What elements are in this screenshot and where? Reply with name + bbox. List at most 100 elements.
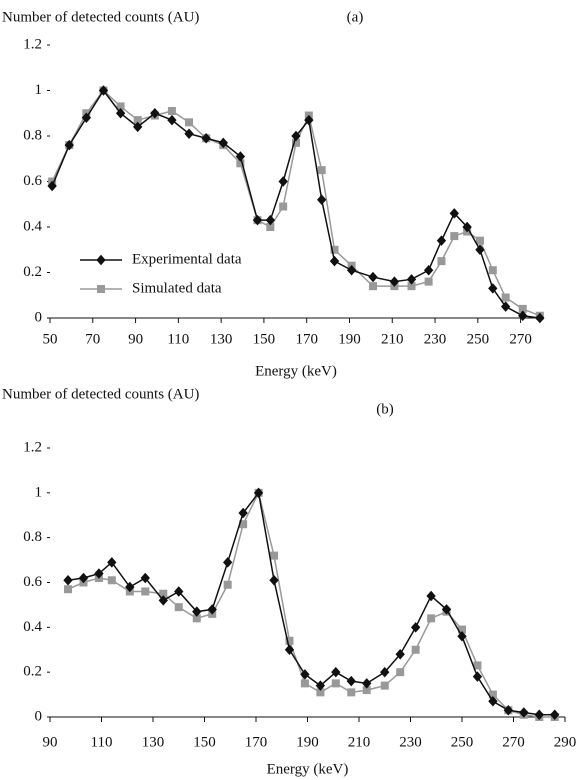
marker xyxy=(185,118,194,127)
x-tick-label: 210 xyxy=(381,331,404,347)
marker xyxy=(201,133,211,144)
legend-marker xyxy=(97,285,105,293)
marker xyxy=(427,614,436,623)
marker xyxy=(218,137,228,149)
y-tick-label: 1 xyxy=(35,484,43,500)
legend-label: Experimental data xyxy=(132,251,242,267)
marker xyxy=(47,180,57,192)
x-tick-label: 110 xyxy=(167,331,189,347)
marker xyxy=(184,128,194,139)
y-tick-label: 0.2 xyxy=(23,264,42,280)
marker xyxy=(98,85,109,96)
x-tick-label: 190 xyxy=(338,331,361,347)
marker xyxy=(519,707,529,718)
marker xyxy=(369,282,378,291)
marker xyxy=(291,130,301,142)
marker xyxy=(362,678,372,689)
x-tick-label: 150 xyxy=(253,331,276,347)
marker xyxy=(472,671,483,682)
marker xyxy=(235,151,246,162)
marker xyxy=(389,276,400,287)
marker xyxy=(424,277,433,286)
marker xyxy=(192,606,202,617)
marker xyxy=(535,312,545,324)
y-tick-label: 0.6 xyxy=(23,173,42,189)
y-tick-label: 1 xyxy=(35,82,43,98)
marker xyxy=(140,572,150,584)
marker xyxy=(265,214,275,226)
marker xyxy=(223,557,233,568)
series-line xyxy=(67,491,555,716)
y-axis-label: Number of detected counts (AU) xyxy=(2,386,199,402)
marker xyxy=(396,668,405,677)
x-axis-label: Energy (keV) xyxy=(267,761,349,777)
marker xyxy=(300,679,309,688)
y-tick-label: 0.8 xyxy=(23,127,42,143)
y-tick-label: 0.2 xyxy=(23,664,42,680)
marker xyxy=(423,264,434,276)
y-tick-label: 0.8 xyxy=(23,529,42,545)
marker xyxy=(534,709,544,721)
marker xyxy=(238,507,248,519)
marker xyxy=(278,176,288,187)
marker xyxy=(462,221,472,233)
marker xyxy=(410,622,421,633)
marker xyxy=(64,139,74,151)
x-axis-label: Energy (keV) xyxy=(255,363,337,379)
marker xyxy=(406,274,417,285)
marker xyxy=(501,293,510,302)
marker xyxy=(317,194,327,205)
marker xyxy=(284,644,295,656)
marker xyxy=(141,587,150,596)
marker xyxy=(315,680,326,691)
marker xyxy=(475,244,485,256)
marker xyxy=(329,255,340,267)
marker xyxy=(331,666,341,678)
marker xyxy=(395,648,405,660)
x-tick-label: 230 xyxy=(424,331,447,347)
marker xyxy=(252,214,263,226)
y-tick-label: 0 xyxy=(35,309,43,325)
legend-label: Simulated data xyxy=(132,280,222,296)
x-tick-label: 170 xyxy=(295,331,318,347)
marker xyxy=(436,235,447,246)
x-tick-label: 70 xyxy=(85,331,100,347)
marker xyxy=(449,208,459,219)
marker xyxy=(488,266,497,275)
y-tick-label: 0.6 xyxy=(23,574,42,590)
marker xyxy=(475,236,484,245)
marker xyxy=(174,603,183,612)
y-tick-label: 1.2 xyxy=(23,439,42,455)
marker xyxy=(330,245,339,254)
marker xyxy=(63,575,73,586)
marker xyxy=(331,679,340,688)
marker xyxy=(347,688,356,697)
x-tick-label: 130 xyxy=(142,734,165,750)
y-tick-label: 0 xyxy=(35,708,43,724)
x-tick-label: 90 xyxy=(43,734,58,750)
marker xyxy=(167,114,177,126)
marker xyxy=(500,301,511,312)
marker xyxy=(488,283,498,294)
legend-marker xyxy=(96,254,106,266)
marker xyxy=(346,675,356,687)
marker xyxy=(441,604,452,615)
marker xyxy=(473,661,482,670)
y-tick-label: 0.4 xyxy=(23,218,42,234)
marker xyxy=(368,271,378,283)
marker xyxy=(457,631,467,642)
x-tick-label: 210 xyxy=(348,734,371,750)
marker xyxy=(133,121,143,133)
marker xyxy=(285,636,294,645)
marker xyxy=(380,681,389,690)
series-line xyxy=(51,89,541,317)
marker xyxy=(158,595,168,606)
x-tick-label: 270 xyxy=(509,331,532,347)
chart-title: (b) xyxy=(376,401,394,417)
marker xyxy=(304,114,314,126)
marker xyxy=(269,575,279,586)
marker xyxy=(346,264,357,276)
marker xyxy=(78,572,89,584)
marker xyxy=(279,202,288,211)
